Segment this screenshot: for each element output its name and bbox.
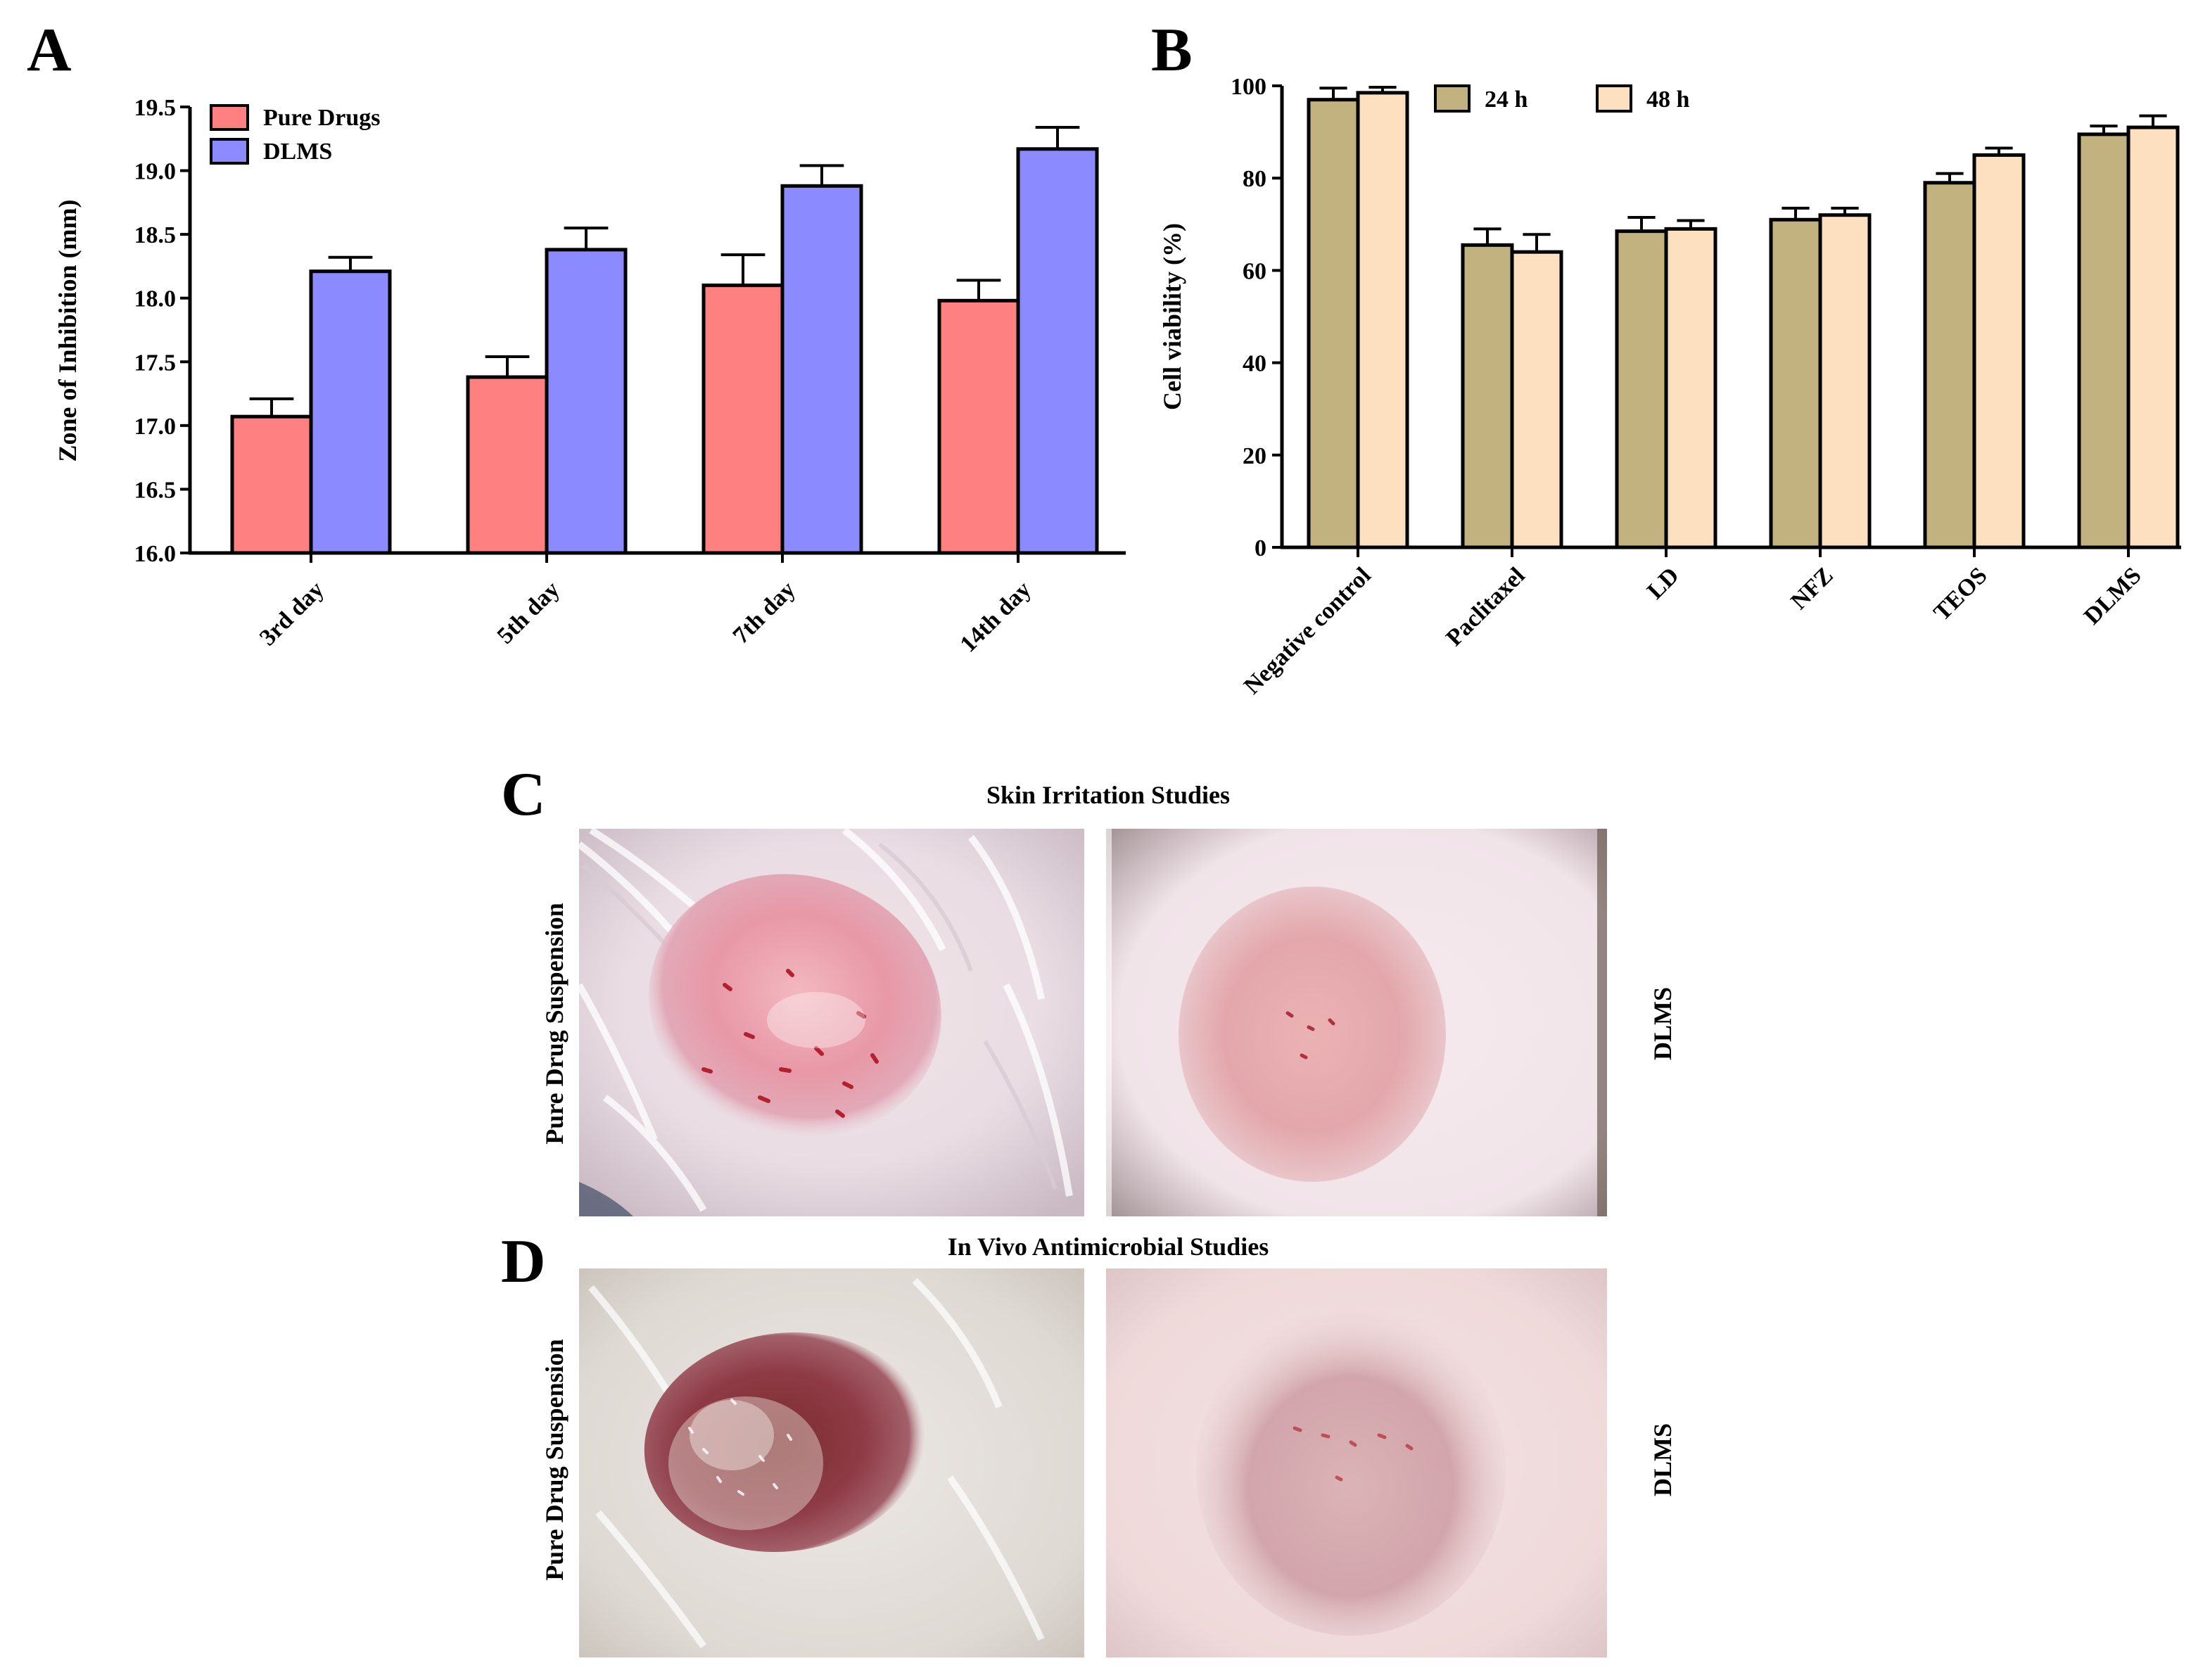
y-tick-label: 20 (1243, 443, 1266, 469)
x-category-label: Negative control (1239, 562, 1376, 699)
chart-b-y-ticks: 0 20 40 60 80 100 (1231, 74, 1282, 561)
chart-a-bars (230, 125, 1099, 555)
y-tick-label: 19.0 (134, 159, 177, 185)
legend-swatch (210, 104, 249, 131)
panel-c-right-label: DLMS (1649, 987, 1677, 1060)
chart-a-y-ticks: 16.0 16.5 17.0 17.5 18.0 18.5 19.0 19.5 (134, 95, 190, 567)
panel-c-skin-irritation: C Skin Irritation Studies Pure Drug Susp… (501, 761, 1677, 1216)
panel-c-pure-drug-photo (576, 827, 1084, 1216)
y-tick-label: 60 (1243, 258, 1266, 284)
y-tick-label: 80 (1243, 166, 1266, 192)
panel-d-antimicrobial: D In Vivo Antimicrobial Studies Pure Dru… (501, 1228, 1677, 1657)
y-tick-label: 18.0 (134, 286, 177, 312)
chart-b-bars (1307, 85, 2180, 549)
panel-letter-d: D (501, 1228, 546, 1296)
panel-letter-c: C (501, 761, 546, 829)
x-category-label: Paclitaxel (1441, 562, 1530, 651)
panel-d-right-label: DLMS (1649, 1423, 1677, 1496)
y-tick-label: 17.0 (134, 414, 177, 440)
bar-24-h-3 (1769, 217, 1822, 549)
bar-24-h-4 (1923, 181, 1976, 549)
bar-24-h-0 (1307, 98, 1360, 549)
panel-d-dlms-photo (1106, 1268, 1607, 1657)
legend-label: DLMS (263, 139, 332, 165)
y-tick-label: 100 (1231, 74, 1266, 100)
bar-48-h-0 (1356, 91, 1409, 549)
x-category-label: 5th day (493, 576, 565, 649)
chart-a-x-categories: 3rd day 5th day 7th day 14th day (255, 553, 1036, 657)
panel-c-title: Skin Irritation Studies (986, 781, 1230, 809)
bar-dlms-1 (545, 248, 628, 555)
bar-24-h-2 (1615, 229, 1668, 549)
panel-d-pure-drug-photo (579, 1268, 1084, 1657)
x-category-label: 14th day (955, 576, 1036, 657)
panel-d-title: In Vivo Antimicrobial Studies (948, 1233, 1269, 1261)
chart-a-legend: Pure Drugs DLMS (210, 104, 381, 165)
bar-dlms-2 (780, 184, 863, 555)
chart-b-x-categories: Negative control Paclitaxel LD NFZ TEOS DLMS (1239, 547, 2147, 699)
chart-b-axes (1280, 86, 2181, 549)
x-category-label: TEOS (1929, 562, 1992, 625)
panel-a-bar-chart: A 16.0 16.5 17.0 17.5 18.0 18.5 19.0 19.5 3rd d… (27, 16, 1126, 657)
bar-48-h-4 (1972, 153, 2026, 549)
panel-b-bar-chart: B 0 20 40 60 80 100 Negative control Paclitaxe… (1151, 16, 2181, 699)
panel-letter-b: B (1151, 16, 1193, 84)
y-tick-label: 19.5 (134, 95, 177, 121)
bar-48-h-1 (1510, 250, 1563, 549)
panel-letter-a: A (27, 16, 72, 84)
bar-pure-drugs-3 (937, 298, 1020, 555)
y-tick-label: 16.5 (134, 477, 177, 503)
chart-a-y-axis-title: Zone of Inhibition (mm) (53, 199, 82, 462)
x-category-label: 7th day (728, 576, 801, 649)
bar-24-h-5 (2077, 132, 2130, 549)
y-tick-label: 17.5 (134, 350, 177, 376)
panel-d-left-label: Pure Drug Suspension (540, 1339, 569, 1580)
bar-24-h-1 (1461, 243, 1514, 549)
chart-b-legend: 24 h 48 h (1434, 84, 1690, 113)
legend-label: Pure Drugs (263, 105, 381, 131)
y-tick-label: 0 (1255, 535, 1266, 561)
bar-48-h-3 (1818, 213, 1872, 549)
bar-48-h-2 (1664, 227, 1717, 549)
chart-b-y-axis-title: Cell viability (%) (1158, 223, 1186, 410)
x-category-label: LD (1642, 562, 1684, 604)
legend-swatch (210, 138, 249, 165)
bar-pure-drugs-0 (230, 414, 313, 555)
bar-dlms-0 (309, 269, 392, 555)
y-tick-label: 40 (1243, 351, 1266, 377)
legend-swatch (1596, 84, 1632, 113)
bar-pure-drugs-2 (701, 284, 785, 555)
x-category-label: DLMS (2079, 562, 2147, 630)
bar-48-h-5 (2126, 125, 2180, 549)
legend-label: 24 h (1485, 87, 1528, 113)
bar-dlms-3 (1016, 147, 1099, 555)
y-tick-label: 18.5 (134, 222, 177, 248)
x-category-label: NFZ (1786, 562, 1838, 614)
bar-pure-drugs-1 (466, 375, 549, 555)
x-category-label: 3rd day (255, 576, 329, 651)
legend-label: 48 h (1646, 87, 1690, 113)
legend-swatch (1434, 84, 1471, 113)
panel-c-dlms-photo (1106, 829, 1607, 1216)
y-tick-label: 16.0 (134, 541, 177, 567)
panel-c-left-label: Pure Drug Suspension (540, 903, 569, 1144)
